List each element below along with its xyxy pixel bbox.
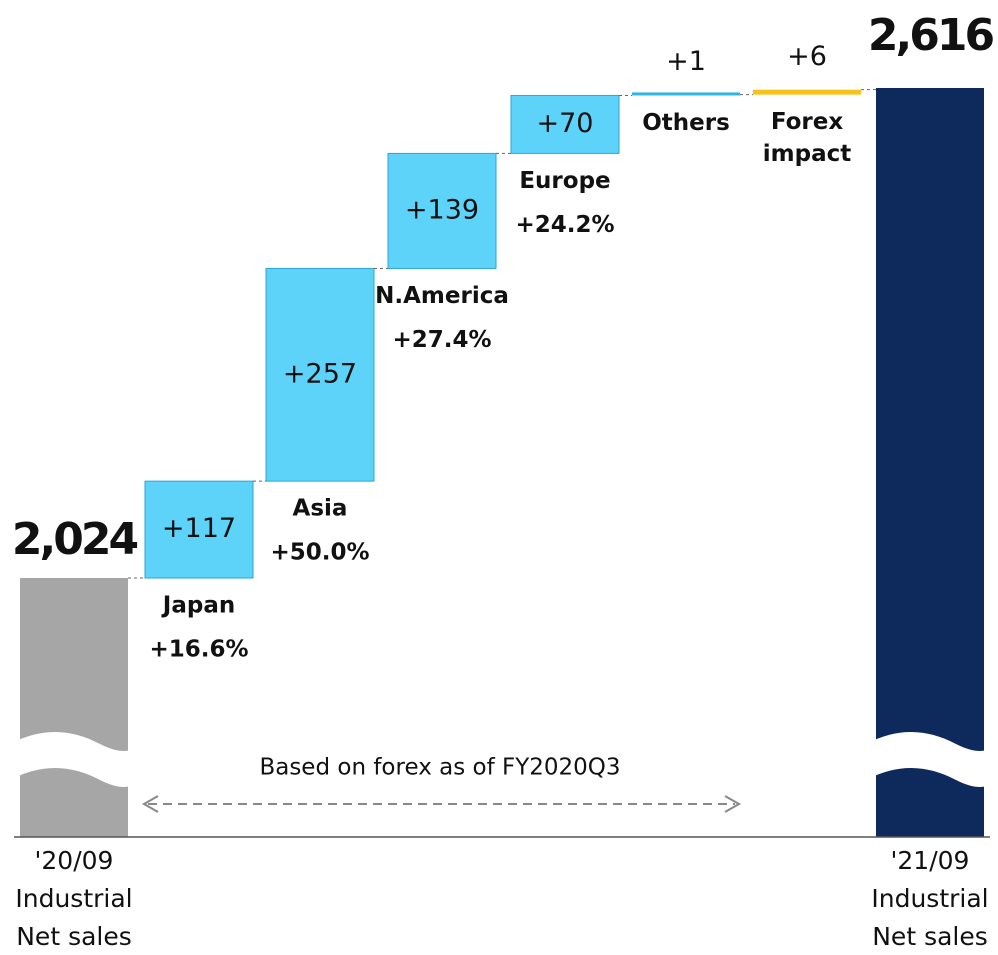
total-label: 2,616 [868, 10, 994, 61]
value-label: +1 [666, 46, 706, 77]
growth-label: +16.6% [149, 637, 248, 663]
category-label: impact [763, 141, 851, 167]
bar [387, 152, 497, 269]
arrow-heads [141, 795, 742, 813]
bar [144, 480, 254, 579]
category-label: Japan [161, 593, 235, 619]
bar [265, 267, 375, 482]
value-label: +70 [537, 108, 594, 139]
axis-break [866, 732, 996, 787]
annotation: Based on forex as of FY2020Q3 [259, 755, 620, 781]
value-label: +6 [787, 41, 827, 72]
growth-label: +50.0% [270, 540, 369, 566]
bar [876, 88, 984, 838]
category-label: '20/09 [35, 846, 114, 875]
value-label: +139 [405, 194, 479, 225]
bar [632, 92, 740, 96]
bar [753, 89, 861, 95]
category-label: '21/09 [891, 846, 970, 875]
category-label: Europe [519, 168, 610, 194]
category-label: Net sales [872, 922, 988, 951]
category-label: Forex [771, 109, 844, 135]
growth-label: +24.2% [515, 212, 614, 238]
category-label: Asia [293, 496, 348, 522]
bar [20, 578, 128, 837]
value-label: +257 [283, 358, 357, 389]
category-label: Net sales [16, 922, 132, 951]
marks [20, 88, 984, 838]
bar [510, 94, 620, 154]
category-label: Industrial [871, 884, 988, 913]
value-label: +117 [162, 513, 236, 544]
growth-label: +27.4% [392, 327, 491, 353]
axis-break [10, 732, 140, 787]
total-label: 2,024 [12, 514, 138, 565]
category-label: Industrial [15, 884, 132, 913]
category-label: N.America [375, 283, 509, 309]
category-label: Others [642, 110, 730, 136]
